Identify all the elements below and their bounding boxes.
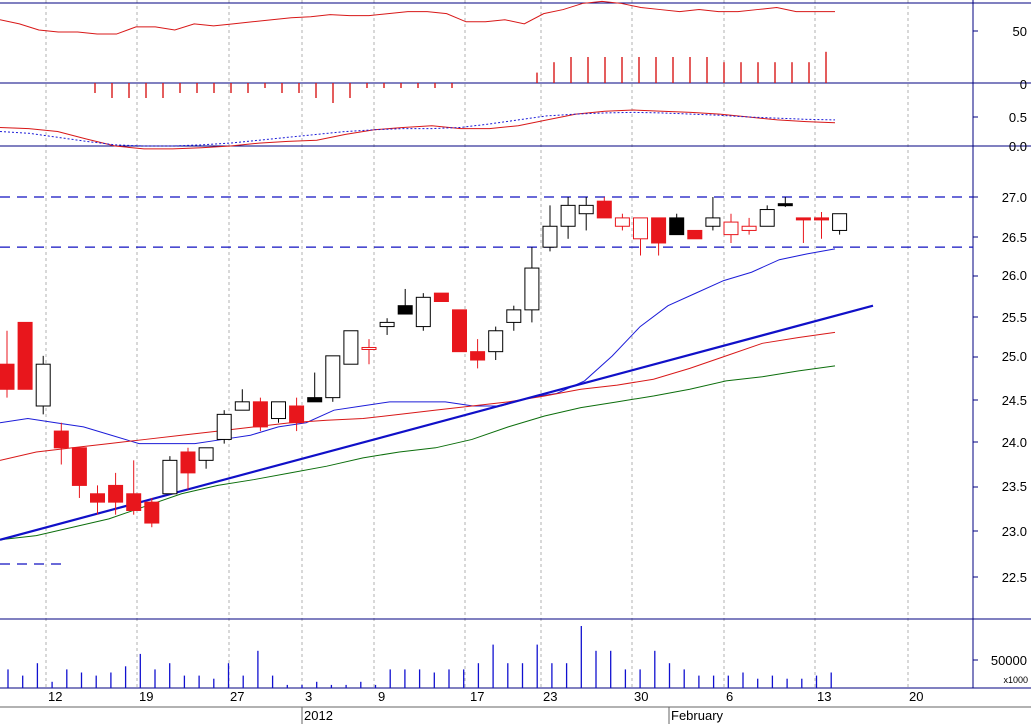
volume-panel bbox=[7, 626, 832, 688]
candle-body bbox=[578, 204, 594, 215]
candle-body bbox=[759, 209, 775, 227]
x-label-23: 23 bbox=[543, 689, 557, 704]
candle-body bbox=[687, 229, 703, 240]
x-label-3: 3 bbox=[305, 689, 312, 704]
x-axis-labels: 12 19 27 3 9 17 23 30 6 13 20 2012 Febru… bbox=[48, 689, 923, 723]
candle-body bbox=[307, 397, 323, 403]
candle-body bbox=[252, 401, 268, 428]
x-label-19: 19 bbox=[139, 689, 153, 704]
candle-body bbox=[17, 321, 33, 390]
macd-tick-0-0: 0.0 bbox=[1009, 139, 1027, 154]
candle-body bbox=[669, 217, 685, 236]
moving-average-blue bbox=[0, 248, 836, 445]
candle-body bbox=[452, 309, 467, 353]
price-tick-23-0: 23.0 bbox=[1002, 524, 1027, 539]
price-tick-24-0: 24.0 bbox=[1002, 435, 1027, 450]
price-tick-26-5: 26.5 bbox=[1002, 230, 1027, 245]
x-label-6: 6 bbox=[726, 689, 733, 704]
candle-body bbox=[234, 401, 250, 411]
candle-body bbox=[361, 346, 377, 350]
candle-body bbox=[379, 321, 395, 328]
candle-body bbox=[433, 292, 449, 303]
candle-body bbox=[651, 217, 667, 244]
candle-body bbox=[415, 296, 431, 328]
month-label-2012: 2012 bbox=[304, 708, 333, 723]
candle-body bbox=[325, 355, 341, 399]
month-label-february: February bbox=[671, 708, 724, 723]
rsi-line bbox=[0, 0, 835, 35]
candle-body bbox=[35, 363, 51, 407]
x-label-17: 17 bbox=[470, 689, 484, 704]
price-tick-25-5: 25.5 bbox=[1002, 310, 1027, 325]
candle-body bbox=[162, 459, 178, 495]
x-label-9: 9 bbox=[378, 689, 385, 704]
x-label-30: 30 bbox=[634, 689, 648, 704]
candle-body bbox=[108, 484, 124, 503]
candle-body bbox=[198, 447, 214, 461]
candle-body bbox=[524, 267, 540, 311]
candle-body bbox=[397, 305, 413, 315]
x-label-20: 20 bbox=[909, 689, 923, 704]
candle-body bbox=[71, 447, 87, 486]
trend-line bbox=[0, 304, 874, 541]
price-tick-27-0: 27.0 bbox=[1002, 190, 1027, 205]
price-tick-25-0: 25.0 bbox=[1002, 349, 1027, 364]
candle-body bbox=[53, 430, 69, 449]
moving-average-red bbox=[0, 331, 836, 461]
y-axis-labels: 50 0 0.5 0.0 27.0 26.5 26.0 25.5 25.0 24… bbox=[991, 24, 1028, 685]
candle-body bbox=[560, 204, 576, 227]
candle-body bbox=[832, 213, 848, 231]
candle-body bbox=[777, 203, 793, 207]
candle-body bbox=[126, 493, 142, 511]
candle-body bbox=[470, 351, 486, 361]
price-panel bbox=[0, 196, 973, 565]
candle-body bbox=[144, 501, 160, 524]
macd-line bbox=[0, 109, 836, 150]
candle-body bbox=[0, 363, 15, 390]
candle-body bbox=[216, 413, 232, 440]
rsi-panel bbox=[0, 0, 835, 103]
rsi-tick-0: 0 bbox=[1020, 77, 1027, 92]
price-tick-26-0: 26.0 bbox=[1002, 268, 1027, 283]
candle-body bbox=[596, 200, 612, 219]
x-label-13: 13 bbox=[817, 689, 831, 704]
candle-body bbox=[633, 217, 648, 240]
candle-body bbox=[488, 330, 504, 353]
price-tick-23-5: 23.5 bbox=[1002, 479, 1027, 494]
volume-multiplier: x1000 bbox=[1003, 675, 1028, 685]
price-tick-24-5: 24.5 bbox=[1002, 393, 1027, 408]
candle-body bbox=[795, 217, 811, 221]
candle-body bbox=[90, 493, 105, 503]
volume-tick-50000: 50000 bbox=[991, 653, 1027, 668]
rsi-tick-50: 50 bbox=[1013, 24, 1027, 39]
macd-tick-0-5: 0.5 bbox=[1009, 110, 1027, 125]
candle-body bbox=[705, 217, 721, 227]
candle-body bbox=[180, 451, 196, 474]
x-label-12: 12 bbox=[48, 689, 62, 704]
candle-body bbox=[289, 405, 305, 424]
candle-body bbox=[542, 225, 558, 248]
candle-body bbox=[614, 217, 630, 227]
candle-body bbox=[741, 225, 757, 231]
price-tick-22-5: 22.5 bbox=[1002, 570, 1027, 585]
macd-panel bbox=[0, 109, 836, 150]
candle-body bbox=[814, 217, 829, 221]
macd-signal-line bbox=[0, 111, 836, 147]
candle-body bbox=[271, 401, 286, 420]
candle-body bbox=[723, 221, 739, 236]
x-label-27: 27 bbox=[230, 689, 244, 704]
candle-body bbox=[343, 330, 359, 365]
candle-body bbox=[506, 309, 522, 323]
